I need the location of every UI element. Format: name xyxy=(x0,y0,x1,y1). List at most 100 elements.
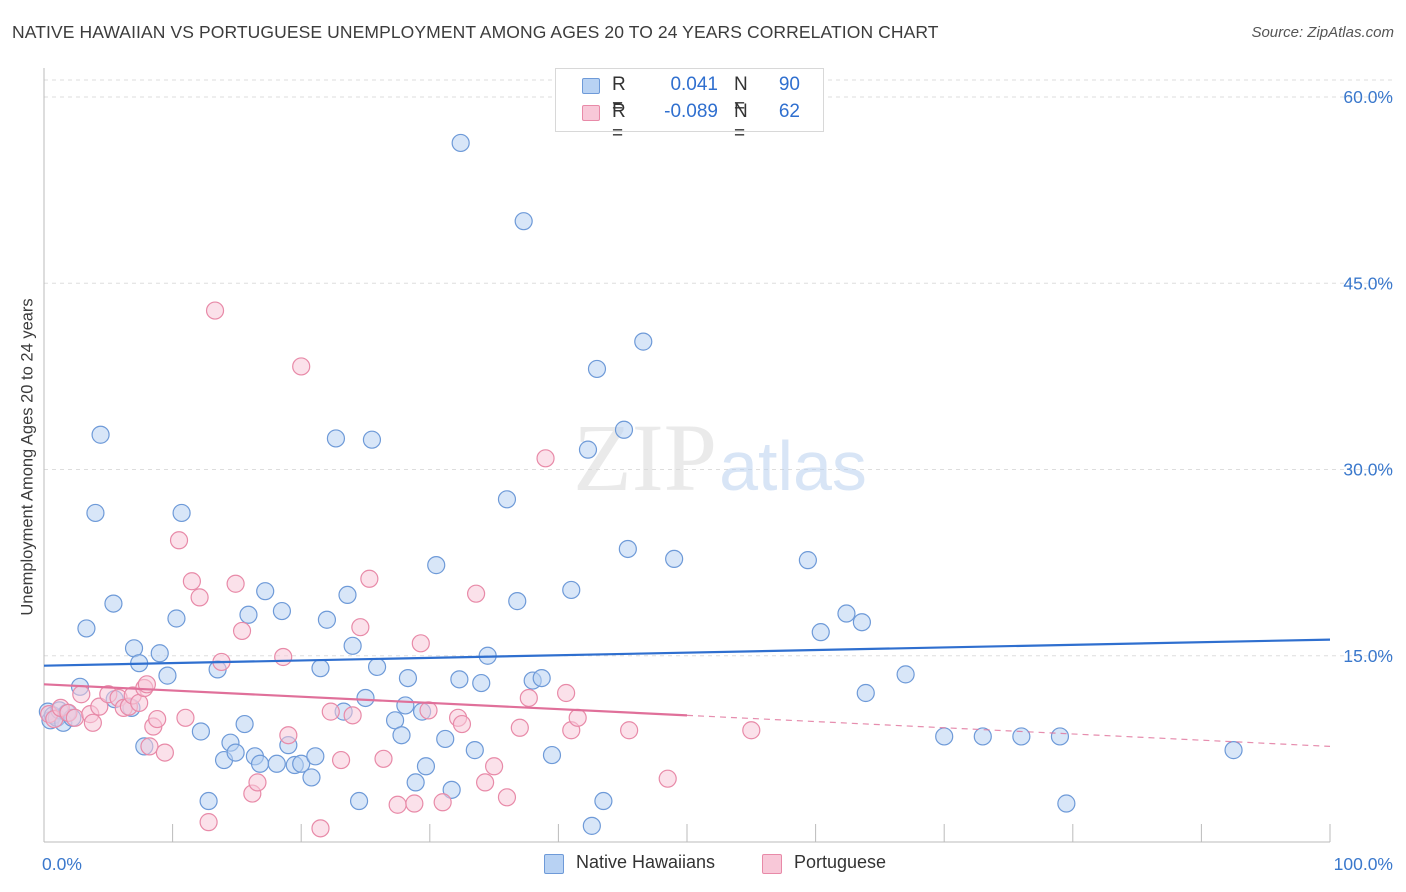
point-portuguese xyxy=(405,794,424,813)
point-native-hawaiians xyxy=(250,754,270,773)
n-label: N = xyxy=(734,101,748,144)
point-portuguese xyxy=(274,647,293,667)
point-native-hawaiians xyxy=(356,688,375,708)
point-portuguese xyxy=(279,726,298,745)
point-native-hawaiians xyxy=(1012,727,1031,746)
point-native-hawaiians xyxy=(343,636,362,655)
point-native-hawaiians xyxy=(542,745,562,765)
point-native-hawaiians xyxy=(614,420,634,439)
point-portuguese xyxy=(452,714,472,734)
y-tick-label: 60.0% xyxy=(1343,87,1393,107)
point-portuguese xyxy=(510,718,529,737)
point-portuguese xyxy=(519,688,538,708)
point-native-hawaiians xyxy=(665,549,684,569)
legend-label: Portuguese xyxy=(794,852,887,872)
point-native-hawaiians xyxy=(451,133,470,153)
point-portuguese xyxy=(536,449,555,468)
point-native-hawaiians xyxy=(514,212,533,231)
point-portuguese xyxy=(199,813,218,832)
point-portuguese xyxy=(742,721,761,740)
point-native-hawaiians xyxy=(349,791,369,811)
y-tick-label: 30.0% xyxy=(1343,460,1393,480)
point-native-hawaiians xyxy=(167,609,186,628)
point-native-hawaiians xyxy=(311,659,330,678)
point-native-hawaiians xyxy=(798,551,817,570)
trend-lines xyxy=(43,638,1331,747)
stats-box: R = 0.041 N = 90 R = -0.089 N = 62 xyxy=(555,68,824,144)
point-native-hawaiians xyxy=(1057,794,1076,813)
legend-label: Native Hawaiians xyxy=(576,852,716,872)
point-native-hawaiians xyxy=(77,619,96,638)
point-native-hawaiians xyxy=(935,727,954,746)
point-native-hawaiians xyxy=(272,601,292,621)
point-native-hawaiians xyxy=(436,729,455,749)
point-portuguese xyxy=(351,618,370,637)
point-portuguese xyxy=(72,685,91,704)
n-value: 62 xyxy=(778,101,800,122)
y-tick-label: 45.0% xyxy=(1343,273,1393,293)
point-native-hawaiians xyxy=(497,490,517,509)
point-portuguese xyxy=(331,750,351,770)
point-portuguese xyxy=(360,569,379,588)
watermark-atlas: atlas xyxy=(719,427,867,505)
watermark: ZIPatlas xyxy=(573,404,867,511)
point-native-hawaiians xyxy=(86,503,105,523)
point-native-hawaiians xyxy=(508,592,527,611)
point-portuguese xyxy=(311,819,330,838)
point-native-hawaiians xyxy=(472,673,491,693)
point-portuguese xyxy=(65,708,84,727)
point-native-hawaiians xyxy=(578,440,598,459)
watermark-zip: ZIP xyxy=(573,404,717,511)
point-native-hawaiians xyxy=(896,665,915,684)
point-native-hawaiians xyxy=(235,714,254,734)
point-portuguese xyxy=(226,574,245,593)
point-native-hawaiians xyxy=(292,754,311,773)
point-portuguese xyxy=(176,708,195,727)
point-portuguese xyxy=(182,572,201,591)
point-portuguese xyxy=(190,588,209,607)
point-portuguese xyxy=(343,706,362,725)
point-portuguese xyxy=(374,749,393,768)
x-tick-label-max: 100.0% xyxy=(1334,854,1393,874)
y-tick-label: 15.0% xyxy=(1343,646,1393,666)
point-native-hawaiians xyxy=(362,430,382,449)
point-native-hawaiians xyxy=(306,747,325,766)
point-portuguese xyxy=(90,697,109,716)
point-native-hawaiians xyxy=(837,604,856,623)
legend-swatch-pink xyxy=(762,854,782,874)
point-native-hawaiians xyxy=(326,429,346,448)
point-portuguese xyxy=(419,701,438,720)
portuguese-swatch xyxy=(582,105,600,121)
point-portuguese xyxy=(292,357,311,376)
point-portuguese xyxy=(466,584,486,603)
point-portuguese xyxy=(620,721,639,740)
trend-portuguese xyxy=(43,683,688,717)
point-native-hawaiians xyxy=(856,683,875,703)
point-portuguese xyxy=(658,769,677,788)
r-value: 0.041 xyxy=(670,74,718,95)
point-native-hawaiians xyxy=(973,727,992,746)
n-value: 90 xyxy=(778,74,800,95)
point-native-hawaiians xyxy=(562,580,581,600)
point-native-hawaiians xyxy=(416,757,436,776)
tick-labels: 15.0% 30.0% 45.0% 60.0% 0.0% 100.0% xyxy=(42,87,1393,874)
point-portuguese xyxy=(388,795,407,814)
point-native-hawaiians xyxy=(150,644,169,663)
point-native-hawaiians xyxy=(1050,727,1070,746)
point-portuguese xyxy=(485,757,504,776)
point-native-hawaiians xyxy=(406,773,425,792)
point-portuguese xyxy=(568,708,587,727)
point-native-hawaiians xyxy=(191,722,210,741)
grid xyxy=(44,79,1392,657)
point-native-hawaiians xyxy=(239,605,258,624)
point-native-hawaiians xyxy=(396,696,415,715)
point-native-hawaiians xyxy=(594,791,613,811)
native-hawaiians-swatch xyxy=(582,78,600,94)
point-native-hawaiians xyxy=(634,332,653,351)
point-native-hawaiians xyxy=(367,657,387,677)
point-portuguese xyxy=(557,683,576,703)
point-portuguese xyxy=(83,713,102,732)
point-native-hawaiians xyxy=(811,623,830,642)
x-tick-label-min: 0.0% xyxy=(42,854,82,874)
